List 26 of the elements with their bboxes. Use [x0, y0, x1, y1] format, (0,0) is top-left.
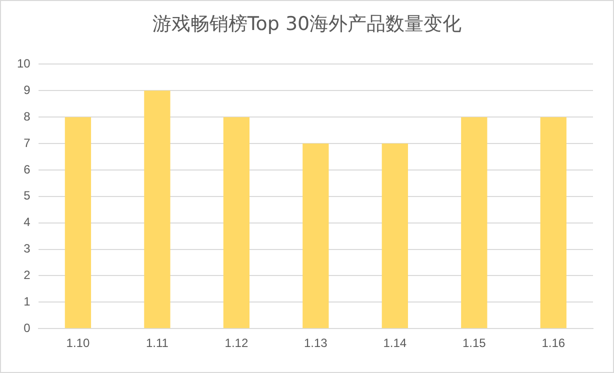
x-tick-label: 1.15 [462, 336, 486, 350]
y-tick-label: 6 [24, 162, 31, 176]
x-tick-label: 1.12 [224, 336, 248, 350]
bar [223, 117, 250, 328]
y-tick-label: 0 [24, 320, 31, 335]
bar [302, 144, 329, 328]
chart-title: 游戏畅销榜Top 30海外产品数量变化 [151, 12, 463, 37]
y-tick-label: 5 [24, 188, 31, 203]
bar [382, 144, 408, 328]
y-tick-label: 8 [24, 109, 31, 124]
bar [144, 90, 170, 328]
y-tick-label: 7 [24, 136, 31, 150]
y-tick-label: 9 [24, 82, 31, 97]
y-tick-label: 4 [24, 215, 31, 230]
y-tick-label: 2 [24, 268, 31, 282]
y-tick-label: 3 [24, 242, 31, 256]
bar [64, 117, 92, 328]
y-tick-label: 1 [24, 294, 31, 308]
x-tick-label: 1.10 [66, 336, 90, 350]
bar [461, 117, 488, 328]
y-tick-label: 10 [16, 56, 31, 71]
bar [540, 117, 566, 328]
x-tick-label: 1.16 [542, 336, 566, 350]
x-tick-label: 1.13 [304, 336, 328, 350]
x-tick-label: 1.14 [383, 336, 407, 350]
x-tick-label: 1.11 [146, 336, 169, 350]
